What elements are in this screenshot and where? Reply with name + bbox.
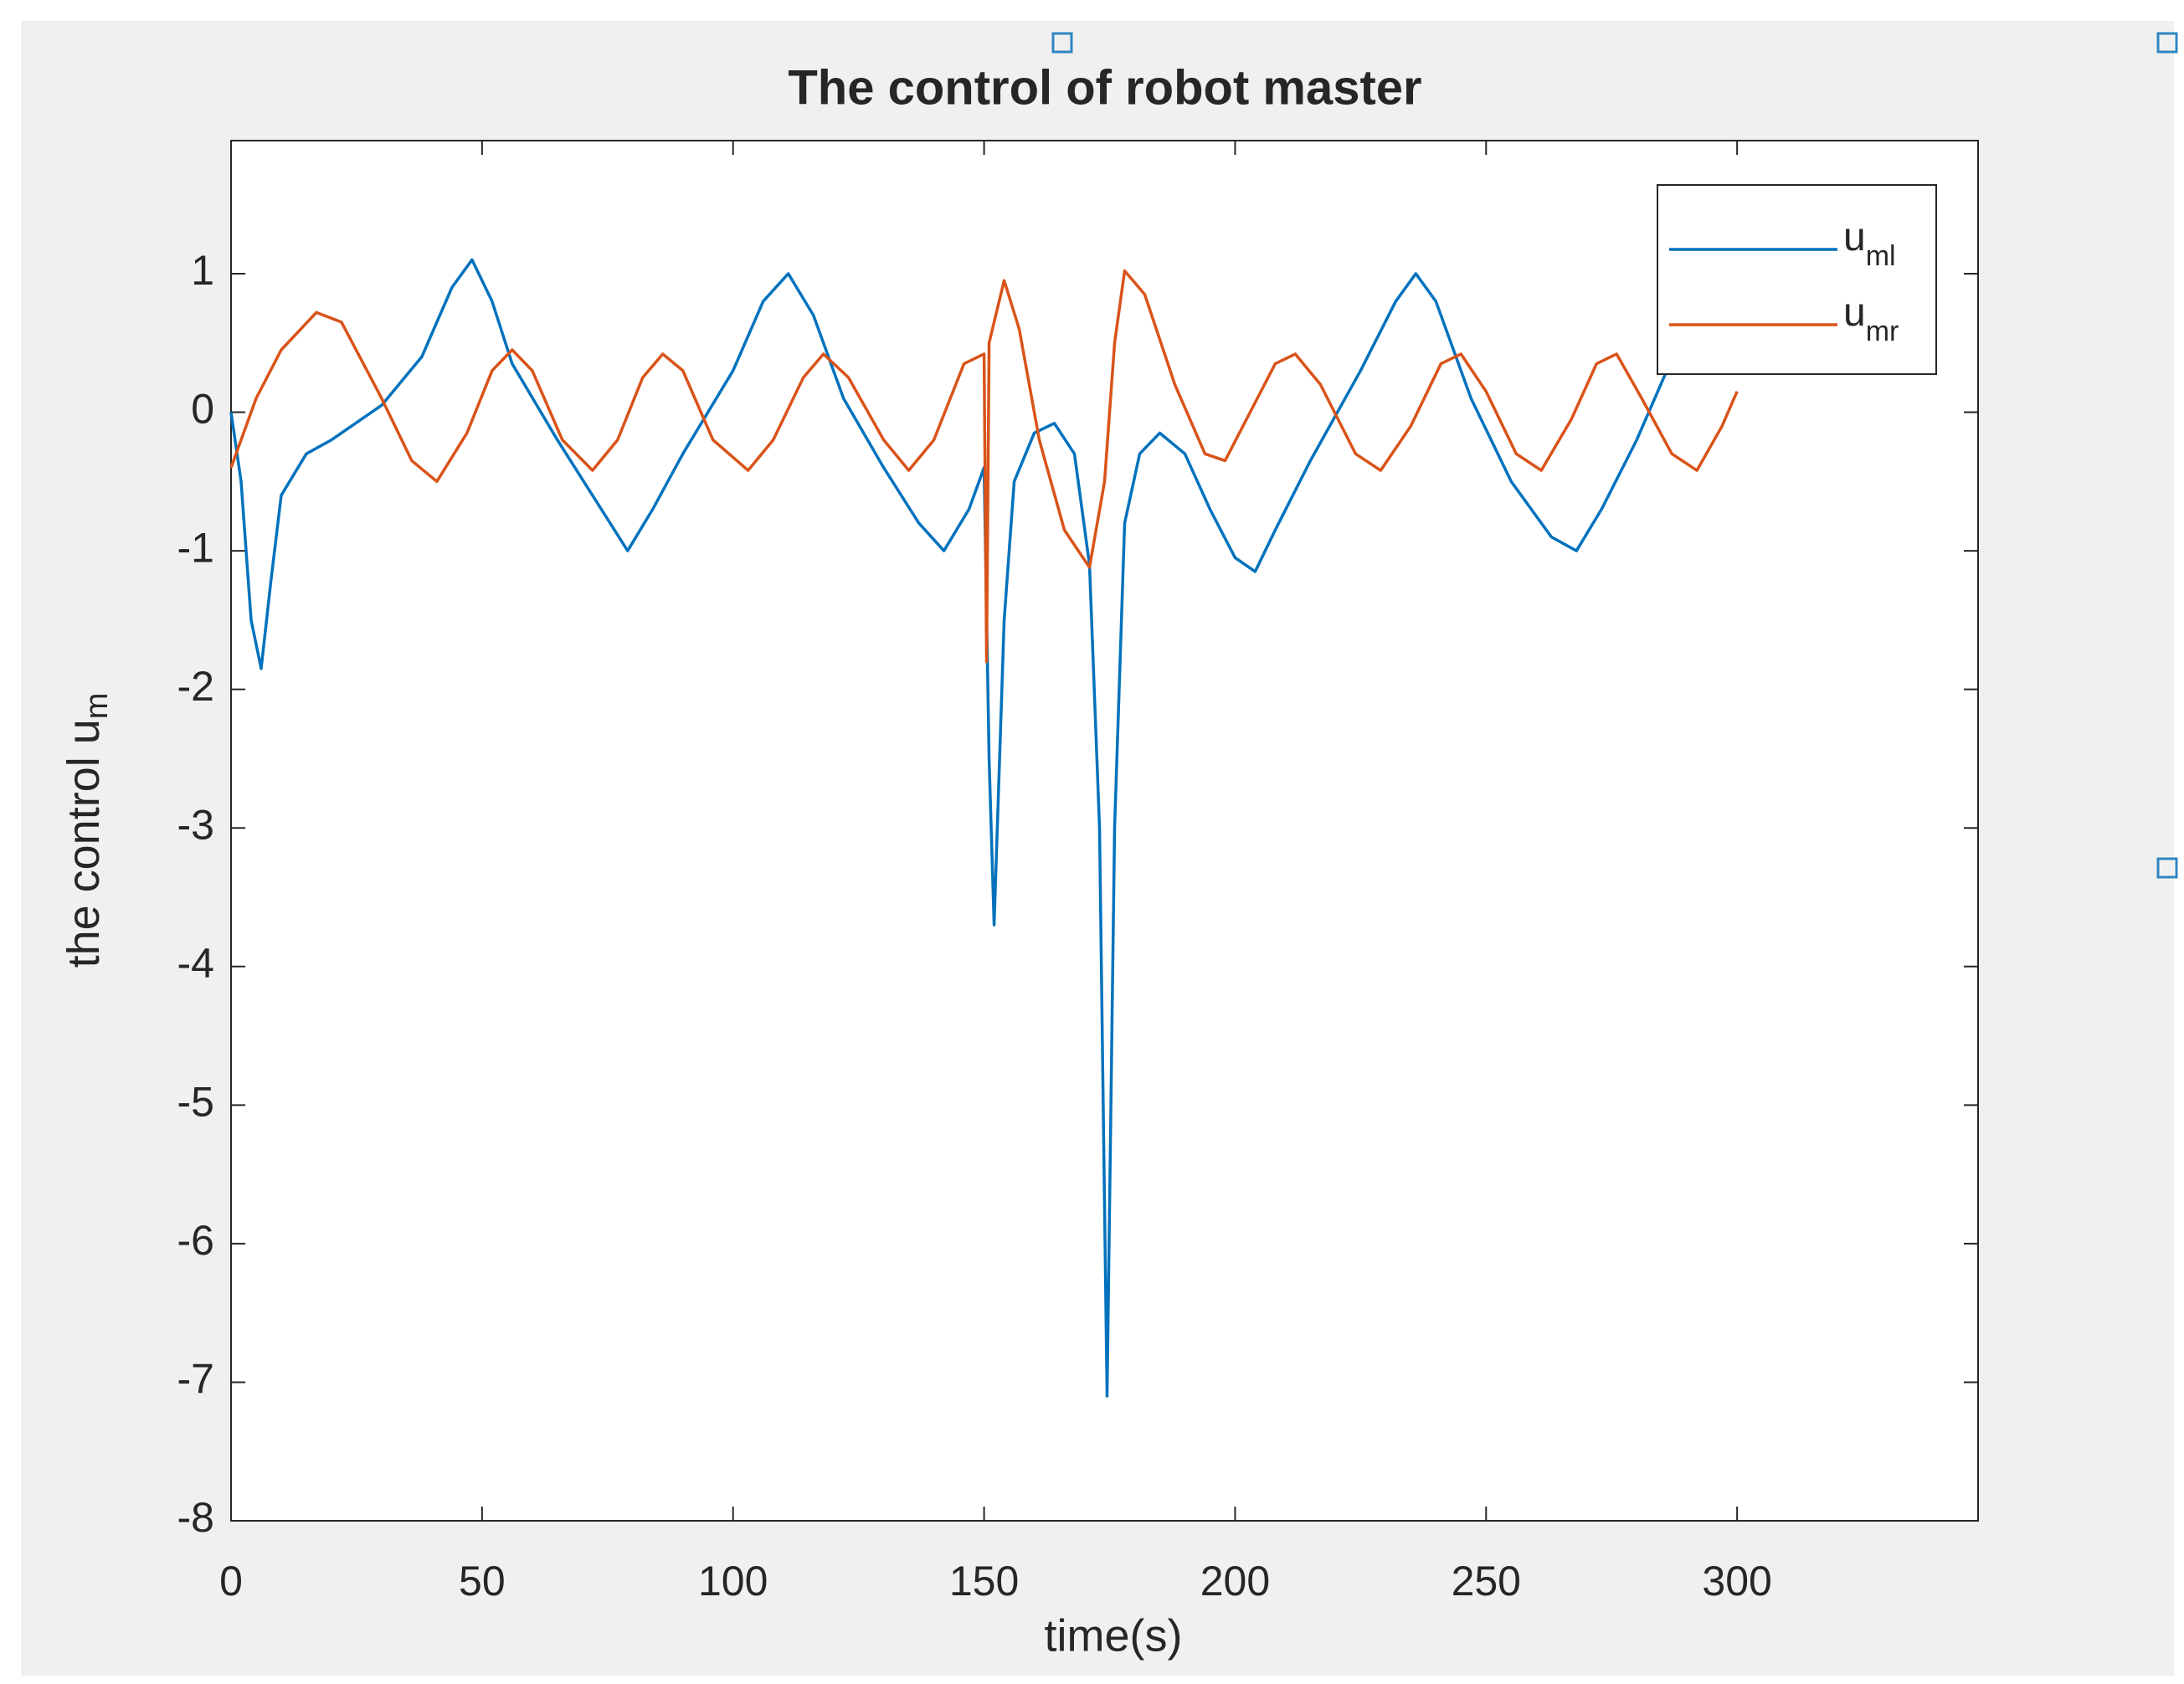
y-tick-label: -5 (177, 1079, 214, 1126)
y-axis-label-subscript: m (80, 693, 115, 720)
x-tick-label: 200 (1200, 1558, 1270, 1604)
y-tick-label: 0 (191, 386, 214, 433)
series-line (229, 258, 1738, 1398)
x-tick-label: 300 (1702, 1558, 1771, 1604)
y-tick-label: -6 (177, 1217, 214, 1264)
y-tick-label: -3 (177, 801, 214, 848)
series-line (229, 269, 1739, 664)
legend-label: umr (1843, 290, 1899, 347)
x-tick-label: 50 (459, 1558, 506, 1604)
y-tick-label: -1 (177, 524, 214, 571)
y-tick-label: -2 (177, 663, 214, 710)
y-tick-label: 1 (191, 247, 214, 294)
x-tick-label: 0 (219, 1558, 243, 1604)
y-tick-label: -7 (177, 1356, 214, 1403)
selection-handle[interactable] (2156, 32, 2178, 54)
y-tick-label: -8 (177, 1494, 214, 1541)
legend-box (1657, 184, 1937, 375)
x-tick-label: 250 (1452, 1558, 1521, 1604)
x-tick-label: 150 (949, 1558, 1019, 1604)
selection-handle[interactable] (2156, 857, 2178, 879)
y-axis-label: the control um (59, 693, 115, 968)
chart-title: The control of robot master (788, 60, 1421, 115)
y-tick-label: -4 (177, 940, 214, 987)
legend-label-subscript: mr (1866, 316, 1899, 347)
legend-label: uml (1843, 215, 1896, 272)
x-tick-label: 100 (698, 1558, 768, 1604)
y-axis-label-main: the control u (59, 719, 109, 968)
legend-label-subscript: ml (1866, 240, 1896, 272)
legend-label-main: u (1843, 290, 1866, 335)
x-axis-label: time(s) (1045, 1610, 1183, 1661)
selection-handle[interactable] (1051, 32, 1073, 54)
legend-label-main: u (1843, 215, 1866, 259)
